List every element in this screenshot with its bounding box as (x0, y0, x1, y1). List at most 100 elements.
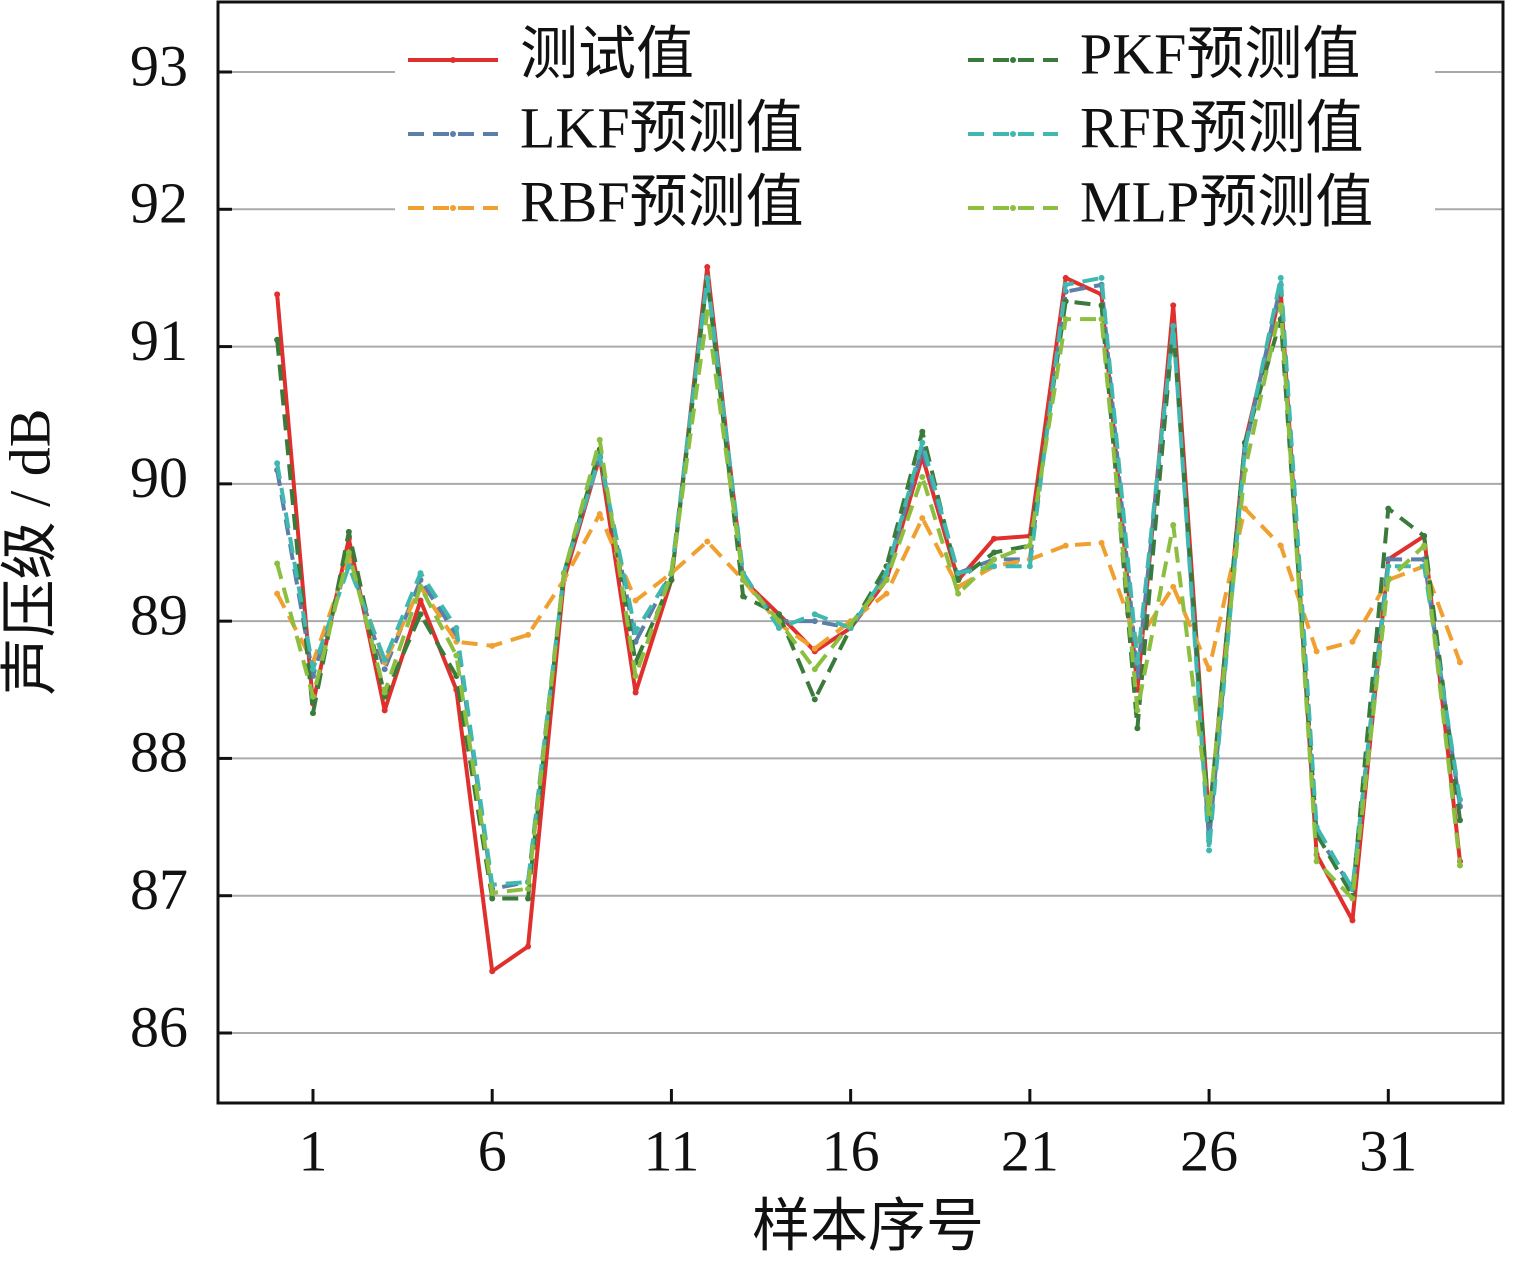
point (632, 673, 639, 680)
point (1277, 302, 1284, 309)
point (596, 436, 603, 443)
point (632, 629, 639, 636)
point (417, 597, 424, 604)
point (381, 666, 388, 673)
point (1313, 858, 1320, 865)
point (1241, 467, 1248, 474)
point (991, 549, 998, 556)
legend-marker (450, 57, 456, 63)
point (1313, 648, 1320, 655)
x-tick-label: 6 (478, 1118, 507, 1183)
point (381, 689, 388, 696)
point (1170, 583, 1177, 590)
point (1170, 322, 1177, 329)
series-line (275, 275, 1462, 901)
point (1241, 446, 1248, 453)
point (525, 943, 532, 950)
point (991, 556, 998, 563)
x-tick-label: 21 (1001, 1118, 1059, 1183)
point (847, 620, 854, 627)
point (345, 528, 352, 535)
point (345, 563, 352, 570)
point (274, 291, 281, 298)
point (560, 570, 567, 577)
legend-marker (450, 131, 456, 137)
point (704, 309, 711, 316)
point (1241, 505, 1248, 512)
point (1385, 505, 1392, 512)
point (1098, 274, 1105, 281)
point (1134, 659, 1141, 666)
point (883, 576, 890, 583)
point (1349, 638, 1356, 645)
point (740, 593, 747, 600)
x-tick-label: 11 (643, 1118, 699, 1183)
point (1062, 274, 1069, 281)
y-axis-label: 声压级 / dB (0, 409, 62, 696)
point (919, 439, 926, 446)
legend-box (395, 18, 1435, 246)
point (632, 597, 639, 604)
point (381, 693, 388, 700)
point (1026, 563, 1033, 570)
point (417, 583, 424, 590)
point (919, 428, 926, 435)
point (991, 563, 998, 570)
point (1277, 542, 1284, 549)
point (1134, 707, 1141, 714)
point (309, 710, 316, 717)
legend-label: LKF预测值 (520, 95, 804, 160)
point (1385, 556, 1392, 563)
point (775, 625, 782, 632)
point (1456, 796, 1463, 803)
point (381, 656, 388, 663)
point (525, 885, 532, 892)
point (919, 515, 926, 522)
point (883, 570, 890, 577)
y-tick-label: 92 (130, 171, 188, 236)
point (274, 460, 281, 467)
legend-label: PKF预测值 (1080, 21, 1360, 86)
point (381, 707, 388, 714)
legend-marker (450, 205, 456, 211)
point (740, 576, 747, 583)
point (417, 570, 424, 577)
point (704, 274, 711, 281)
point (453, 652, 460, 659)
point (525, 895, 532, 902)
point (1062, 281, 1069, 288)
point (811, 611, 818, 618)
legend-marker (1010, 131, 1016, 137)
point (1349, 917, 1356, 924)
y-tick-label: 89 (130, 582, 188, 647)
y-tick-label: 86 (130, 994, 188, 1059)
point (1421, 542, 1428, 549)
point (883, 590, 890, 597)
point (1062, 316, 1069, 323)
point (1349, 895, 1356, 902)
point (1206, 847, 1213, 854)
point (596, 511, 603, 518)
point (309, 666, 316, 673)
point (1062, 542, 1069, 549)
point (991, 535, 998, 542)
point (811, 618, 818, 625)
point (1098, 539, 1105, 546)
y-tick-label: 87 (130, 857, 188, 922)
series-line (275, 506, 1462, 672)
legend-label: MLP预测值 (1080, 169, 1373, 234)
point (775, 618, 782, 625)
point (274, 336, 281, 343)
point (955, 590, 962, 597)
point (1098, 316, 1105, 323)
point (668, 576, 675, 583)
y-tick-label: 93 (130, 33, 188, 98)
legend-label: RBF预测值 (520, 169, 804, 234)
point (811, 666, 818, 673)
point (1170, 522, 1177, 529)
x-tick-label: 26 (1180, 1118, 1238, 1183)
point (489, 642, 496, 649)
y-tick-label: 88 (130, 720, 188, 785)
point (489, 889, 496, 896)
point (704, 538, 711, 545)
